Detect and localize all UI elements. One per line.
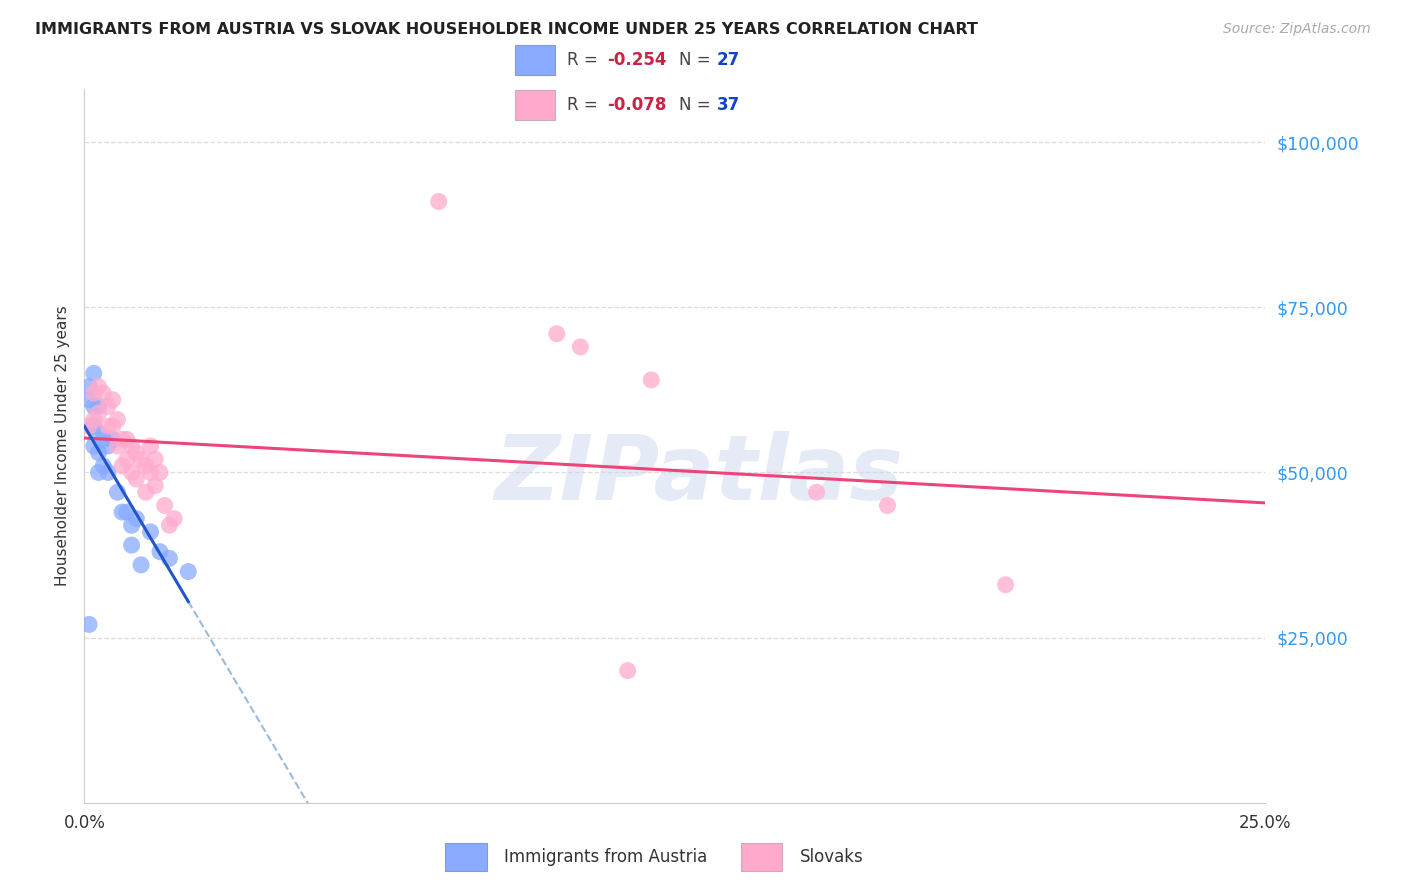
Point [87,425,110,440]
Text: ZIPatlas: ZIPatlas [494,431,903,518]
Point [87,379,110,393]
Point [806,485,828,500]
Point [139,466,162,480]
Point [157,518,180,533]
Point [143,478,166,492]
Text: -0.078: -0.078 [607,96,666,114]
Bar [446,843,486,871]
Point [177,565,200,579]
Point [83,419,105,434]
Point [91,433,114,447]
Point [139,439,162,453]
Point [994,578,1017,592]
Point [121,466,143,480]
Point [91,386,114,401]
Text: IMMIGRANTS FROM AUSTRIA VS SLOVAK HOUSEHOLDER INCOME UNDER 25 YEARS CORRELATION : IMMIGRANTS FROM AUSTRIA VS SLOVAK HOUSEH… [35,22,979,37]
Text: N =: N = [679,51,716,69]
Point [149,545,172,559]
Point [129,452,152,467]
Point [97,419,120,434]
Point [427,194,450,209]
Point [876,499,898,513]
Text: 27: 27 [717,51,740,69]
Point [97,466,120,480]
Point [125,472,148,486]
Point [125,445,148,459]
Point [107,439,129,453]
Point [616,664,638,678]
Point [111,458,134,473]
Point [83,367,105,381]
Point [97,439,120,453]
Text: 37: 37 [717,96,740,114]
Text: N =: N = [679,96,716,114]
Point [83,386,105,401]
Text: Slovaks: Slovaks [800,847,863,866]
Point [139,524,162,539]
Y-axis label: Householder Income Under 25 years: Householder Income Under 25 years [55,306,70,586]
Point [83,439,105,453]
Point [77,617,100,632]
Point [87,400,110,414]
Text: -0.254: -0.254 [607,51,666,69]
Point [101,419,124,434]
Point [101,392,124,407]
Point [129,558,152,572]
Point [546,326,568,341]
Point [77,419,100,434]
Point [77,379,100,393]
Text: Source: ZipAtlas.com: Source: ZipAtlas.com [1223,22,1371,37]
Point [125,511,148,525]
Point [87,445,110,459]
Point [153,499,176,513]
Point [83,412,105,426]
Point [121,439,143,453]
Point [87,406,110,420]
Point [143,452,166,467]
Point [111,433,134,447]
Point [121,518,143,533]
Point [77,392,100,407]
Bar [515,45,555,75]
Point [115,452,138,467]
Point [121,538,143,552]
Point [157,551,180,566]
Point [149,466,172,480]
Bar [741,843,782,871]
Text: R =: R = [567,51,603,69]
Text: Immigrants from Austria: Immigrants from Austria [505,847,707,866]
Point [163,511,186,525]
Point [569,340,592,354]
Point [135,458,157,473]
Point [91,458,114,473]
Point [101,433,124,447]
Point [83,400,105,414]
Point [97,400,120,414]
Text: R =: R = [567,96,603,114]
Point [87,466,110,480]
Point [115,505,138,519]
Point [111,505,134,519]
Point [135,485,157,500]
Point [115,433,138,447]
Point [107,485,129,500]
Point [640,373,662,387]
Bar [515,90,555,120]
Point [107,412,129,426]
